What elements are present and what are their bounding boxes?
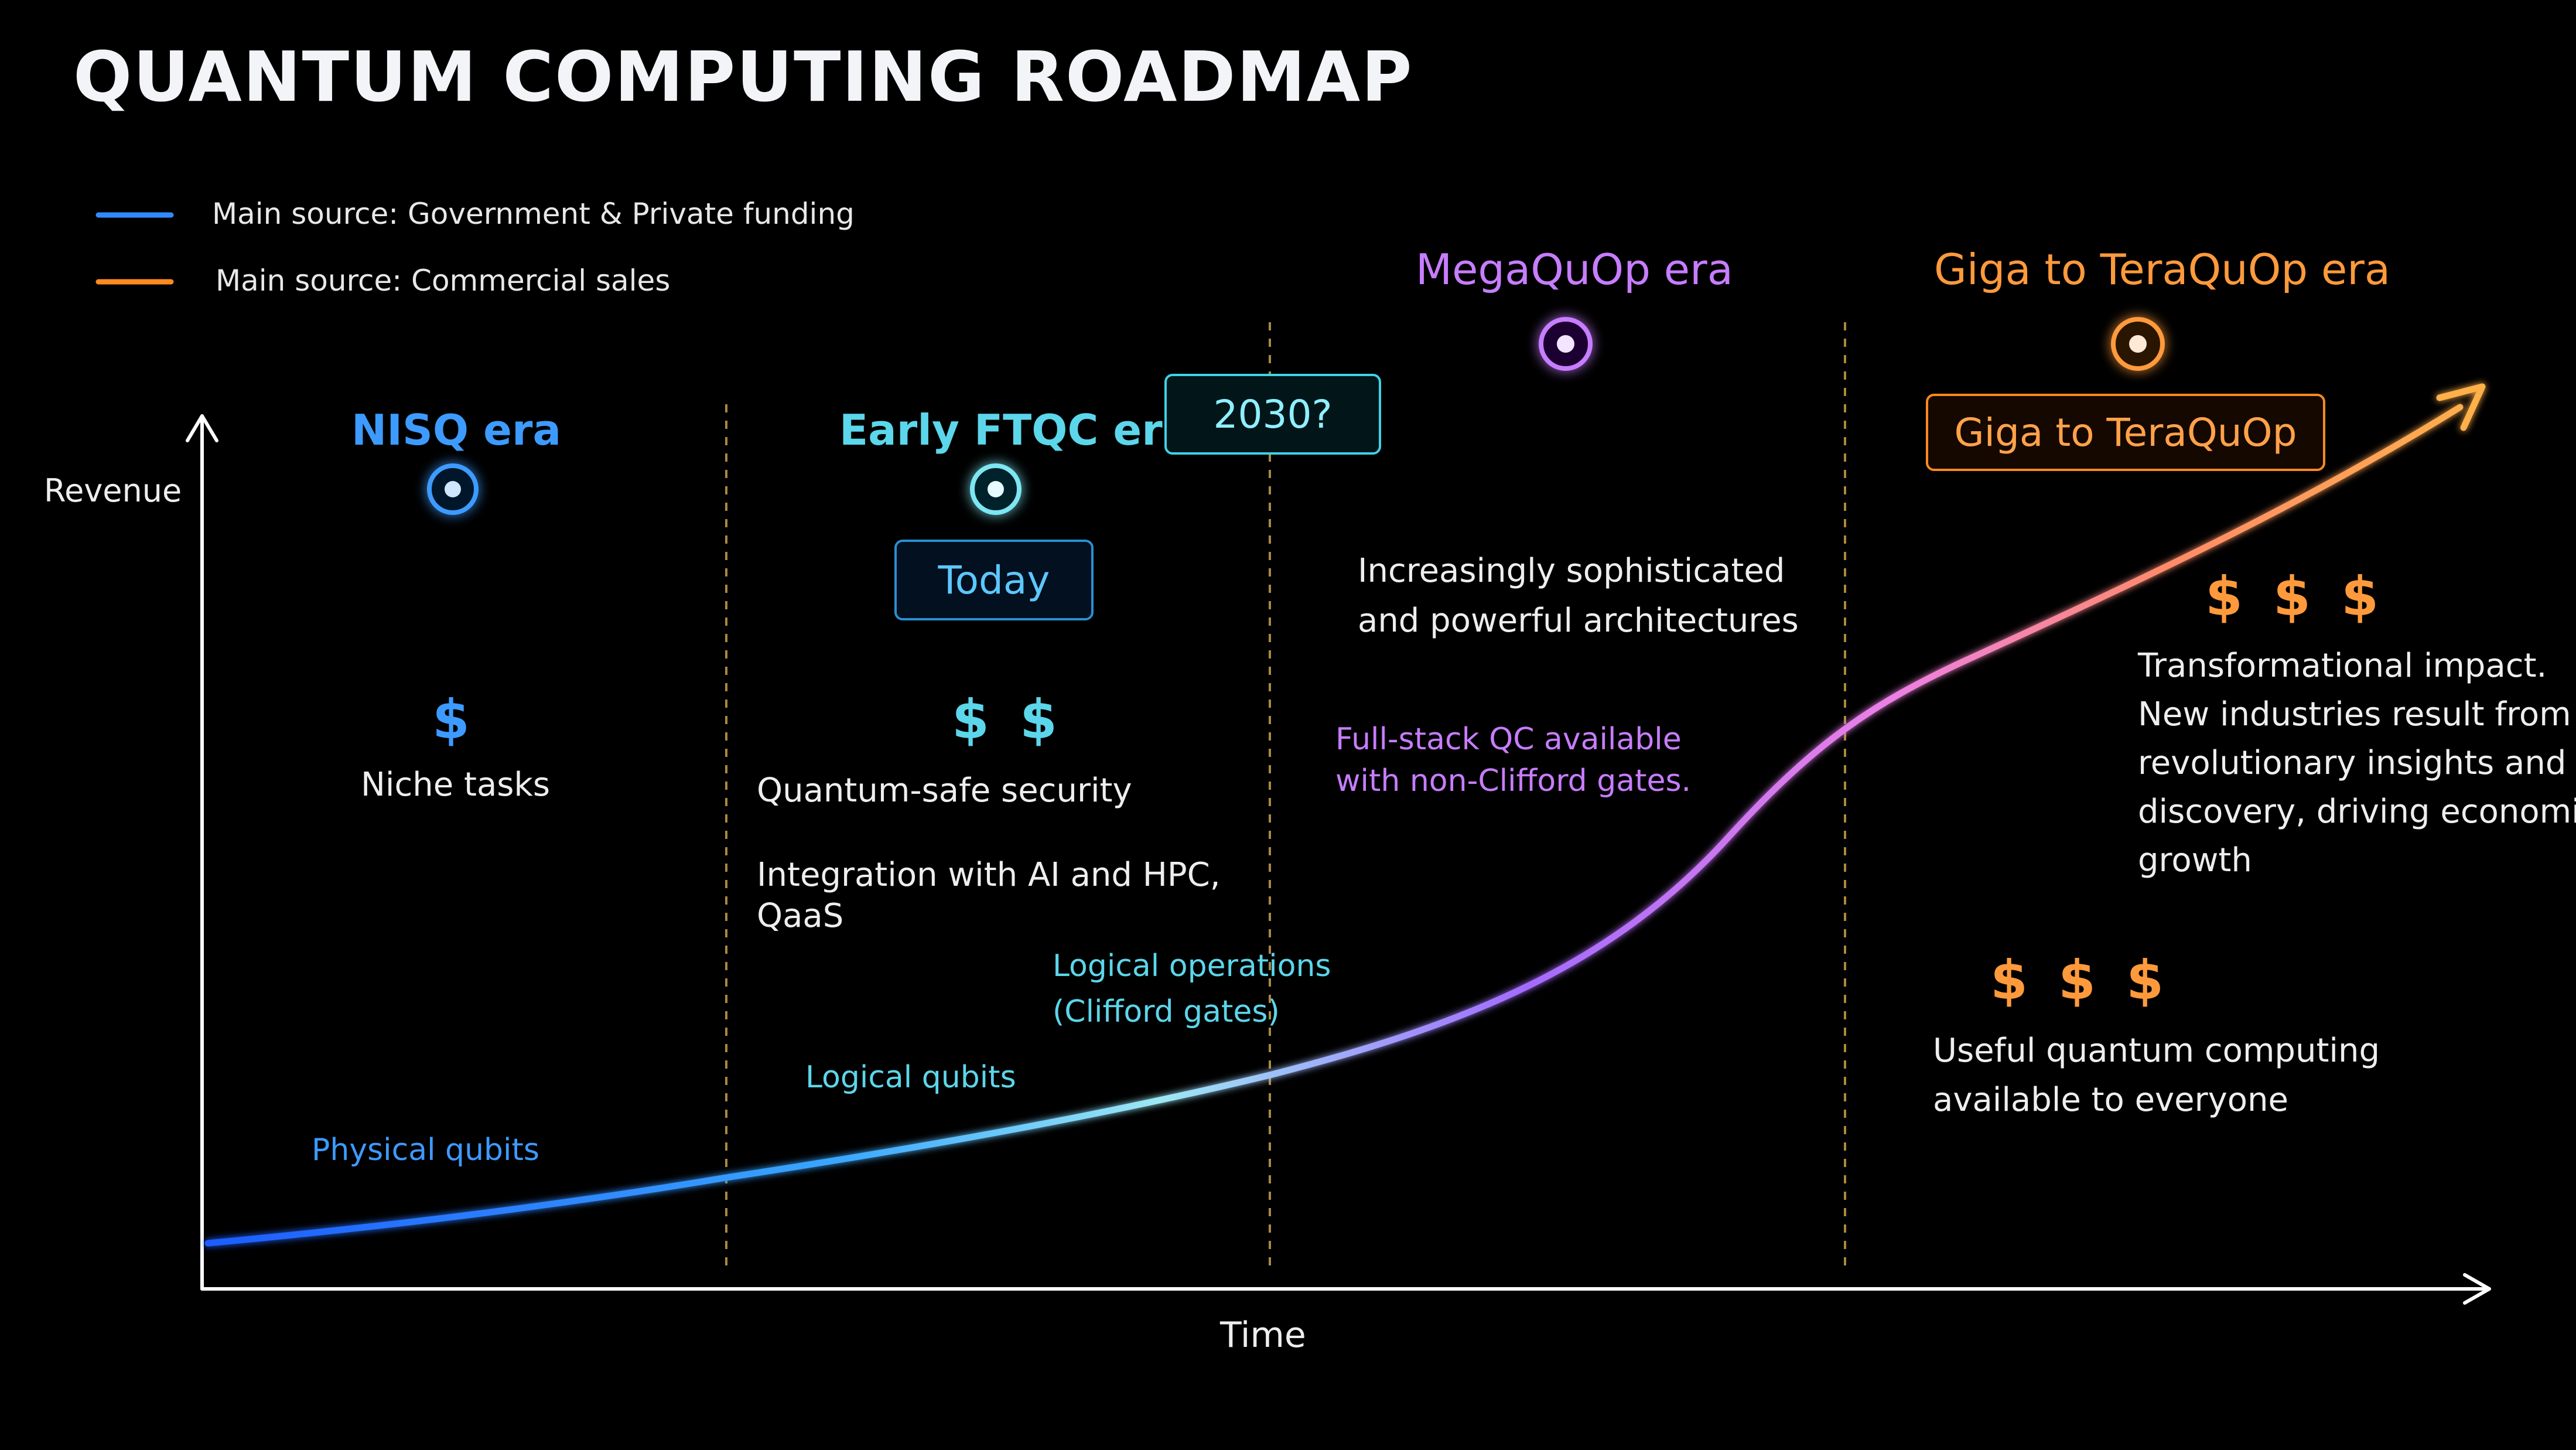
curve-label-logical-qubits: Logical qubits xyxy=(805,1060,1016,1095)
era-dividers xyxy=(725,322,1846,1268)
year-2030-badge: 2030? xyxy=(1164,374,1381,455)
tera-dollar-signs-top: $ $ $ xyxy=(2205,565,2385,628)
legend-label-commercial: Main source: Commercial sales xyxy=(216,264,671,298)
ftqc-marker-icon xyxy=(970,463,1021,515)
tera-dollar-signs-bottom: $ $ $ xyxy=(1990,949,2170,1012)
growth-curve xyxy=(204,383,2486,1247)
page-title: QUANTUM COMPUTING ROADMAP xyxy=(73,36,1413,117)
nisq-description: Niche tasks xyxy=(361,766,551,804)
tera-useful-line2: available to everyone xyxy=(1933,1081,2289,1119)
curve-label-clifford-gates: (Clifford gates) xyxy=(1053,994,1280,1029)
mega-fullstack-line2: with non-Clifford gates. xyxy=(1335,763,1692,799)
x-axis xyxy=(200,1273,2491,1305)
y-axis-label: Revenue xyxy=(44,472,182,509)
x-axis-label: Time xyxy=(1220,1315,1306,1356)
tera-useful-line1: Useful quantum computing xyxy=(1933,1032,2380,1070)
tera-impact-line5: growth xyxy=(2138,841,2252,879)
era-title-tera: Giga to TeraQuOp era xyxy=(1934,245,2391,294)
tera-marker-icon xyxy=(2111,317,2165,371)
tera-impact-line2: New industries result from xyxy=(2138,695,2571,733)
legend-label-funding: Main source: Government & Private fundin… xyxy=(212,197,855,231)
mega-fullstack-line1: Full-stack QC available xyxy=(1335,722,1682,757)
ftqc-description-integration: Integration with AI and HPC, xyxy=(757,856,1221,894)
tera-impact-line4: discovery, driving economic xyxy=(2138,793,2576,831)
curve-arrowhead xyxy=(2436,383,2486,431)
ftqc-description-security: Quantum-safe security xyxy=(757,772,1132,810)
era-title-mega: MegaQuOp era xyxy=(1416,245,1733,294)
ftqc-dollar-signs: $ $ xyxy=(952,688,1064,751)
nisq-marker-icon xyxy=(427,463,479,515)
curve-label-physical-qubits: Physical qubits xyxy=(312,1132,539,1168)
mega-description-line2: and powerful architectures xyxy=(1358,602,1799,640)
era-title-nisq: NISQ era xyxy=(351,405,562,455)
ftqc-description-qaas: QaaS xyxy=(757,897,844,935)
mega-description-line1: Increasingly sophisticated xyxy=(1358,552,1785,590)
today-badge: Today xyxy=(894,540,1094,620)
era-title-ftqc: Early FTQC era xyxy=(839,405,1191,455)
tera-impact-line1: Transformational impact. xyxy=(2138,647,2547,685)
mega-marker-icon xyxy=(1539,317,1593,371)
giga-tera-badge: Giga to TeraQuOp xyxy=(1926,394,2325,471)
nisq-dollar-signs: $ xyxy=(432,688,476,751)
curve-label-logical-operations: Logical operations xyxy=(1053,949,1331,984)
y-axis xyxy=(186,414,218,1291)
tera-impact-line3: revolutionary insights and xyxy=(2138,744,2567,782)
